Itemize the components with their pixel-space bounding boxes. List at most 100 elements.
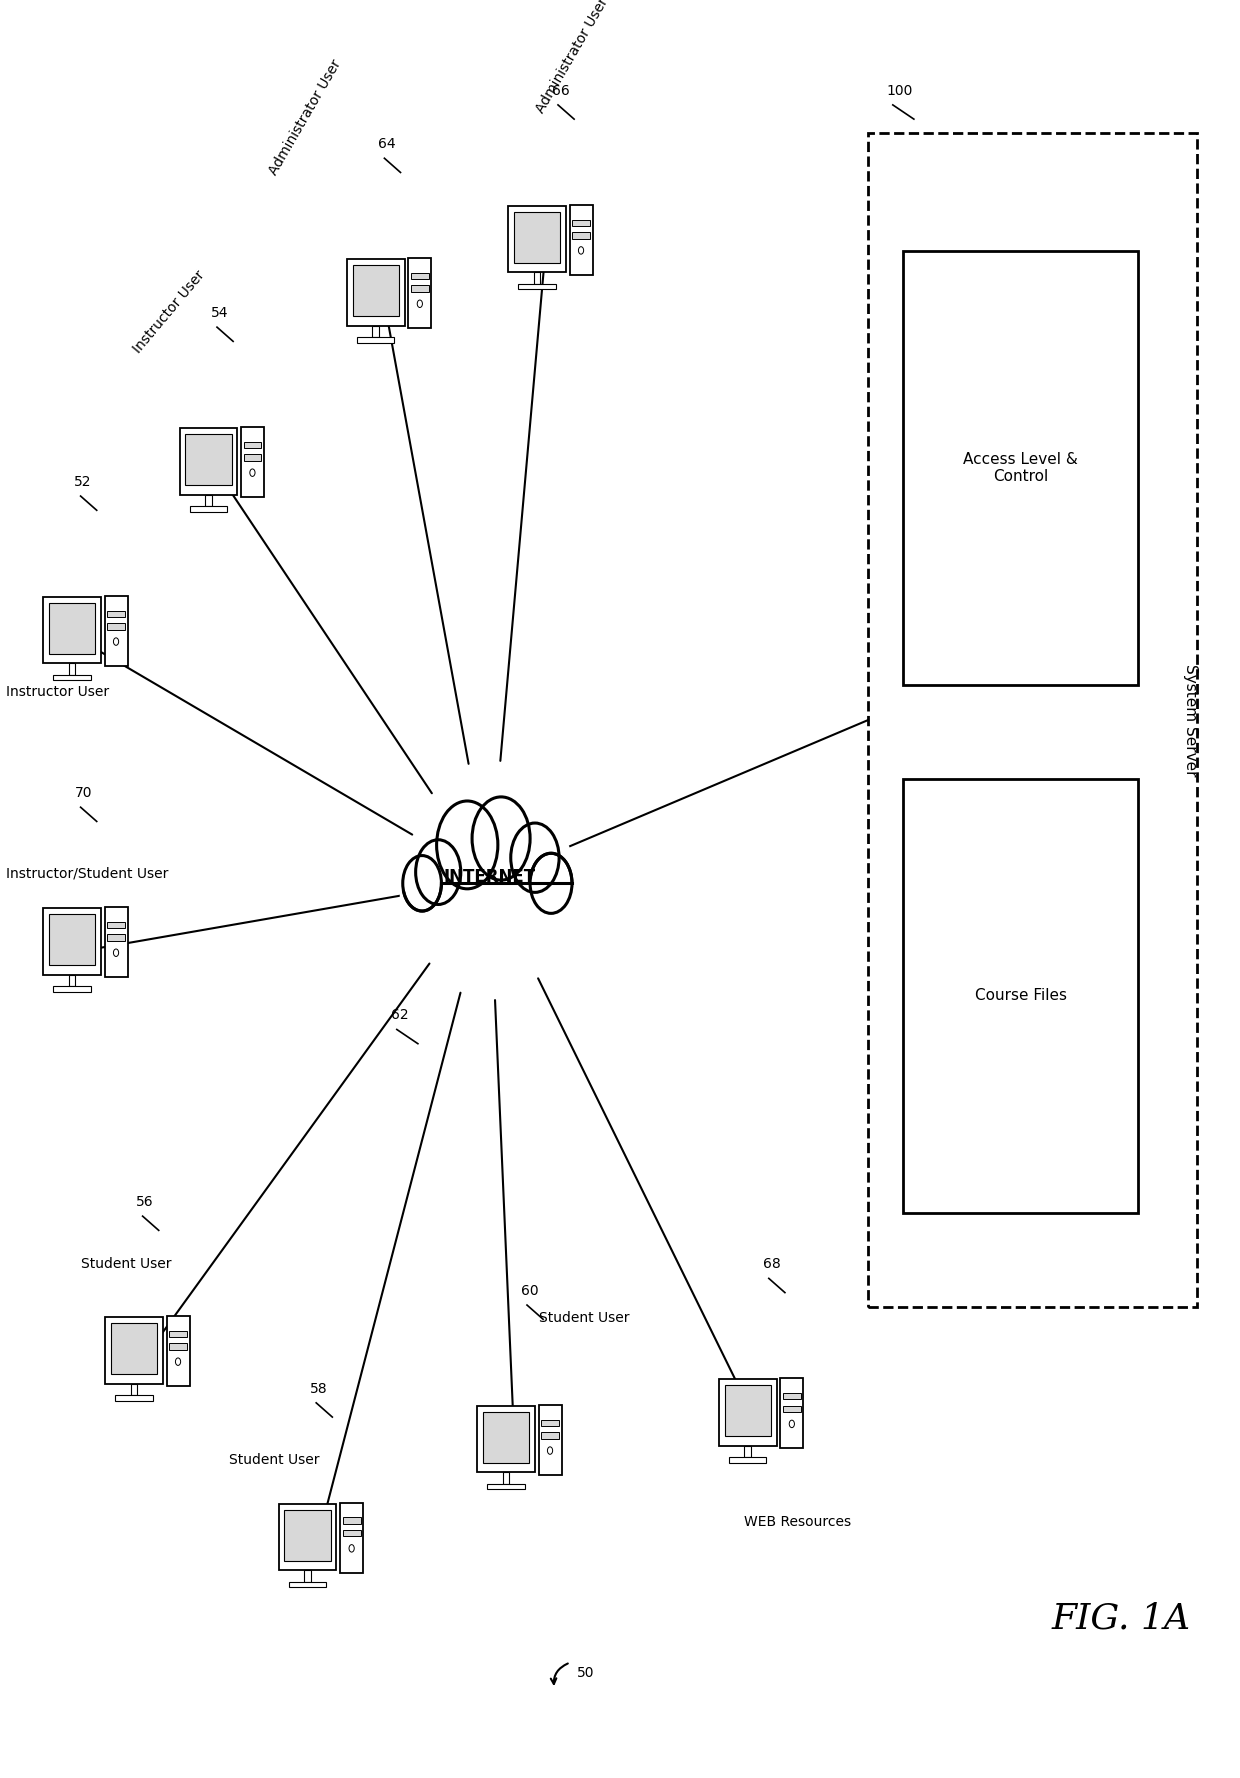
Bar [180, 428, 237, 494]
Bar [410, 272, 429, 279]
Text: 54: 54 [211, 306, 228, 320]
Bar [744, 1446, 751, 1458]
Bar [48, 603, 95, 654]
Bar [340, 1502, 363, 1574]
Circle shape [436, 800, 498, 889]
Circle shape [113, 949, 119, 957]
Bar [482, 1412, 529, 1463]
Text: 56: 56 [136, 1195, 154, 1209]
Bar [169, 1330, 187, 1337]
Circle shape [415, 839, 461, 905]
Text: 68: 68 [763, 1257, 780, 1271]
Text: 60: 60 [521, 1284, 538, 1298]
Circle shape [249, 469, 255, 477]
Bar [782, 1406, 801, 1412]
Bar [724, 1385, 771, 1437]
Bar [347, 260, 404, 325]
Circle shape [789, 1421, 795, 1428]
Circle shape [472, 797, 531, 880]
Bar [105, 1317, 162, 1383]
Bar [110, 1323, 157, 1374]
Circle shape [113, 638, 119, 645]
Bar [68, 663, 76, 676]
Bar [518, 284, 556, 290]
Circle shape [511, 823, 559, 893]
Bar [107, 624, 125, 629]
Text: Instructor User: Instructor User [130, 268, 207, 356]
Bar [43, 909, 100, 974]
Bar [868, 133, 1197, 1307]
Text: 50: 50 [577, 1666, 594, 1680]
Bar [205, 494, 212, 507]
Bar [508, 206, 565, 272]
Bar [352, 265, 399, 316]
Bar [342, 1517, 361, 1524]
Bar [289, 1582, 326, 1588]
Text: Administrator User: Administrator User [267, 57, 343, 178]
Bar [241, 427, 264, 498]
FancyBboxPatch shape [399, 861, 580, 914]
Bar [48, 914, 95, 965]
Text: FIG. 1A: FIG. 1A [1052, 1602, 1190, 1636]
Bar [410, 286, 429, 292]
Bar [572, 219, 590, 226]
Text: WEB Resources: WEB Resources [744, 1515, 851, 1529]
Text: 66: 66 [552, 84, 569, 98]
Bar [284, 1510, 331, 1561]
Text: INTERNET: INTERNET [444, 868, 536, 885]
Text: Instructor/Student User: Instructor/Student User [6, 866, 169, 880]
Circle shape [531, 853, 572, 914]
Bar [408, 258, 432, 329]
Bar [107, 921, 125, 928]
Text: Access Level &
Control: Access Level & Control [963, 452, 1078, 484]
Bar [513, 212, 560, 263]
Bar [53, 676, 91, 681]
Circle shape [175, 1358, 181, 1366]
Ellipse shape [434, 836, 546, 912]
Bar [104, 907, 128, 978]
Text: Instructor User: Instructor User [6, 685, 109, 699]
Bar [487, 1485, 525, 1490]
Text: Course Files: Course Files [975, 989, 1066, 1003]
Bar [166, 1316, 190, 1387]
Bar [169, 1344, 187, 1350]
Bar [185, 434, 232, 485]
Circle shape [403, 855, 441, 910]
Bar [104, 596, 128, 667]
Bar [304, 1570, 311, 1582]
Bar [243, 455, 262, 461]
Bar [190, 507, 227, 512]
Text: 70: 70 [74, 786, 92, 800]
Text: 100: 100 [887, 84, 913, 98]
Bar [342, 1531, 361, 1536]
Bar [68, 974, 76, 987]
Bar [719, 1380, 776, 1446]
Bar [569, 204, 593, 276]
Text: Student User: Student User [539, 1310, 630, 1325]
Text: Administrator User: Administrator User [533, 0, 610, 116]
Text: 64: 64 [378, 137, 396, 151]
Text: Student User: Student User [81, 1257, 171, 1271]
Bar [903, 779, 1138, 1213]
Bar [541, 1433, 559, 1438]
Bar [780, 1378, 804, 1449]
Bar [53, 987, 91, 992]
Circle shape [417, 300, 423, 308]
Bar [572, 233, 590, 238]
Bar [372, 325, 379, 338]
Bar [130, 1383, 138, 1396]
Bar [107, 935, 125, 941]
Bar [533, 272, 541, 284]
Bar [903, 251, 1138, 685]
Bar [43, 597, 100, 663]
Bar [502, 1472, 510, 1485]
Text: 58: 58 [310, 1382, 327, 1396]
Bar [538, 1405, 562, 1476]
Text: Student User: Student User [229, 1453, 320, 1467]
Circle shape [578, 247, 584, 254]
Bar [107, 610, 125, 617]
Text: 62: 62 [391, 1008, 408, 1022]
Text: 52: 52 [74, 475, 92, 489]
Circle shape [348, 1545, 355, 1552]
Bar [115, 1396, 153, 1401]
